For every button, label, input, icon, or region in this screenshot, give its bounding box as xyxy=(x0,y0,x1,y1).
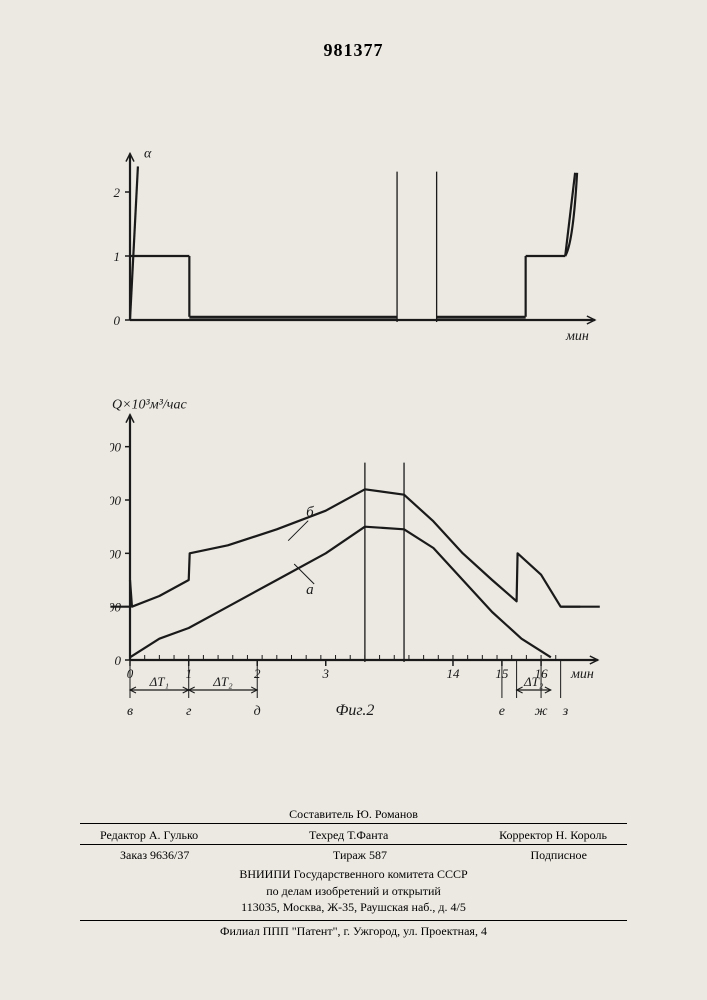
footer-tirazh: Тираж 587 xyxy=(333,847,387,864)
svg-text:0: 0 xyxy=(115,653,122,668)
footer-credits: Редактор А. Гулько Техред Т.Фанта Коррек… xyxy=(80,823,627,844)
svg-text:ΔT₁: ΔT₁ xyxy=(149,674,169,689)
svg-text:3: 3 xyxy=(321,666,329,681)
svg-text:ΔT₂: ΔT₂ xyxy=(212,674,233,689)
footer-branch: Филиал ППП "Патент", г. Ужгород, ул. Про… xyxy=(80,920,627,940)
svg-text:1: 1 xyxy=(114,249,121,264)
svg-text:14: 14 xyxy=(446,666,460,681)
footer-block: Составитель Ю. Романов Редактор А. Гульк… xyxy=(80,802,627,940)
svg-text:е: е xyxy=(499,704,505,719)
page: 981377 012αминQ×10³м³/часмин010020030040… xyxy=(0,0,707,1000)
svg-text:300: 300 xyxy=(110,493,122,508)
footer-org1: ВНИИПИ Государственного комитета СССР xyxy=(80,866,627,883)
svg-text:ж: ж xyxy=(535,704,548,719)
svg-text:ΔT₂: ΔT₂ xyxy=(523,674,544,689)
footer-address: 113035, Москва, Ж-35, Раушская наб., д. … xyxy=(80,899,627,916)
svg-text:з: з xyxy=(562,704,569,719)
footer-compiler: Составитель Ю. Романов xyxy=(80,806,627,823)
svg-text:г: г xyxy=(186,704,192,719)
patent-number: 981377 xyxy=(0,40,707,61)
svg-text:0: 0 xyxy=(114,313,121,328)
svg-text:2: 2 xyxy=(114,185,121,200)
svg-text:Фиг.2: Фиг.2 xyxy=(336,702,375,719)
footer-order-row: Заказ 9636/37 Тираж 587 Подписное xyxy=(80,844,627,864)
svg-text:д: д xyxy=(254,704,261,719)
svg-text:200: 200 xyxy=(110,546,122,561)
chart-area: 012αминQ×10³м³/часмин0100200300400012314… xyxy=(110,120,590,690)
footer-subscription: Подписное xyxy=(531,847,588,864)
footer-corrector: Корректор Н. Король xyxy=(499,827,607,844)
svg-text:б: б xyxy=(306,505,314,521)
svg-text:α: α xyxy=(144,147,152,162)
footer-org2: по делам изобретений и открытий xyxy=(80,883,627,900)
footer-editor: Редактор А. Гулько xyxy=(100,827,198,844)
svg-text:в: в xyxy=(127,704,133,719)
svg-text:Q×10³м³/час: Q×10³м³/час xyxy=(112,398,187,413)
svg-text:а: а xyxy=(306,582,314,598)
charts-svg: 012αминQ×10³м³/часмин0100200300400012314… xyxy=(110,120,610,720)
footer-techred: Техред Т.Фанта xyxy=(309,827,388,844)
svg-text:мин: мин xyxy=(565,329,589,344)
svg-text:мин: мин xyxy=(570,667,594,682)
footer-order: Заказ 9636/37 xyxy=(120,847,189,864)
svg-text:400: 400 xyxy=(110,440,122,455)
